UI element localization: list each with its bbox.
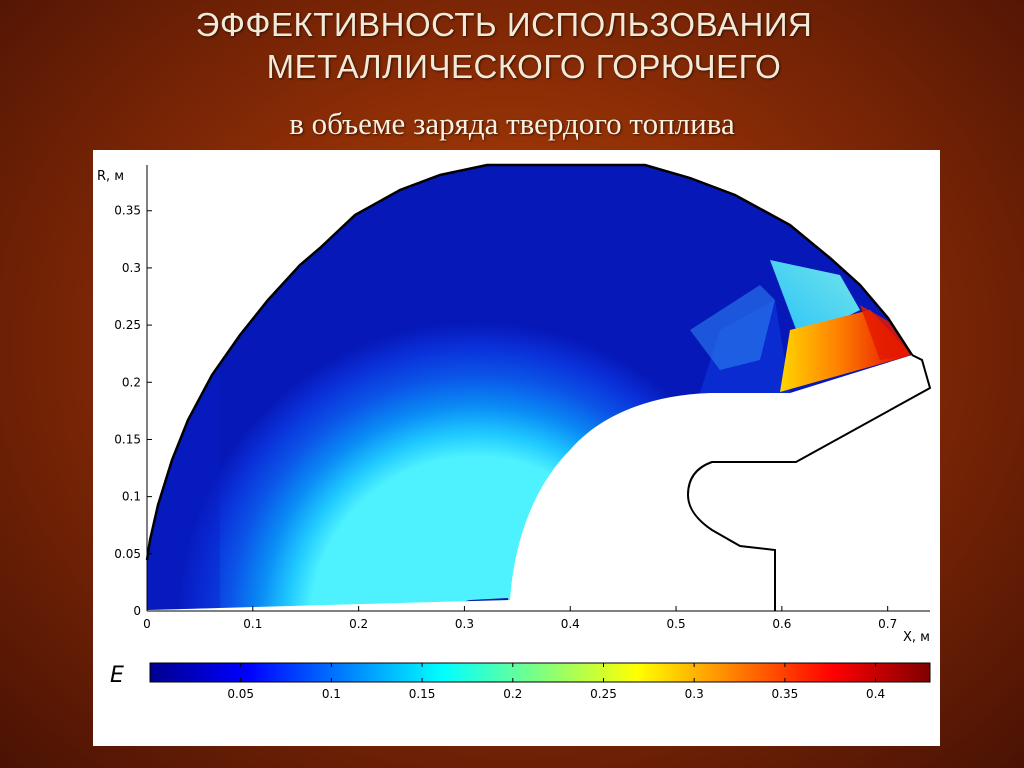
x-axis-ticks: 0 0.1 0.2 0.3 0.4 0.5 0.6 0.7 [143,606,897,631]
colorbar-tick-label: 0.3 [685,687,704,701]
colorbar-tick-label: 0.25 [590,687,617,701]
domain-outline [145,163,914,561]
y-tick-label: 0.3 [122,261,141,275]
y-tick-label: 0.1 [122,490,141,504]
slide-title-line1: ЭФФЕКТИВНОСТЬ ИСПОЛЬЗОВАНИЯ [195,6,813,43]
y-tick-label: 0.2 [122,375,141,389]
colorbar-tick-label: 0.1 [322,687,341,701]
x-tick-label: 0.2 [349,617,368,631]
x-tick-label: 0.5 [667,617,686,631]
x-tick-label: 0.6 [772,617,791,631]
y-tick-label: 0.35 [114,204,141,218]
y-tick-label: 0.05 [114,547,141,561]
colorbar-tick-label: 0.2 [503,687,522,701]
x-axis-label: X, м [903,630,930,645]
slide-subtitle: в объеме заряда твердого топлива [289,106,735,141]
colorbar-ticks: 0.05 0.1 0.15 0.2 0.25 0.3 0.35 0.4 [227,663,885,701]
heatmap-chart: 0 0.05 0.1 0.15 0.2 0.25 0.3 0.35 0 0.1 0.2 0.3 0.4… [97,163,932,701]
heatmap-field [147,165,912,610]
y-tick-label: 0.15 [114,432,141,446]
y-axis-label: R, м [97,169,124,184]
x-tick-label: 0.7 [878,617,897,631]
slide-title-line2: МЕТАЛЛИЧЕСКОГО ГОРЮЧЕГО [266,48,782,85]
colorbar [149,662,931,683]
colorbar-tick-label: 0.15 [409,687,436,701]
y-tick-label: 0.25 [114,318,141,332]
nozzle-outline [686,354,932,611]
y-tick-label: 0 [133,604,141,618]
colorbar-tick-label: 0.4 [866,687,885,701]
colorbar-tick-label: 0.35 [772,687,799,701]
y-axis-ticks: 0 0.05 0.1 0.15 0.2 0.25 0.3 0.35 [114,204,152,618]
x-tick-label: 0.4 [561,617,580,631]
chart-panel: 0 0.05 0.1 0.15 0.2 0.25 0.3 0.35 0 0.1 0.2 0.3 0.4… [93,150,940,746]
x-tick-label: 0.3 [455,617,474,631]
x-tick-label: 0 [143,617,151,631]
colorbar-label: E [110,663,124,688]
axes [146,165,930,612]
colorbar-tick-label: 0.05 [227,687,254,701]
x-tick-label: 0.1 [243,617,262,631]
